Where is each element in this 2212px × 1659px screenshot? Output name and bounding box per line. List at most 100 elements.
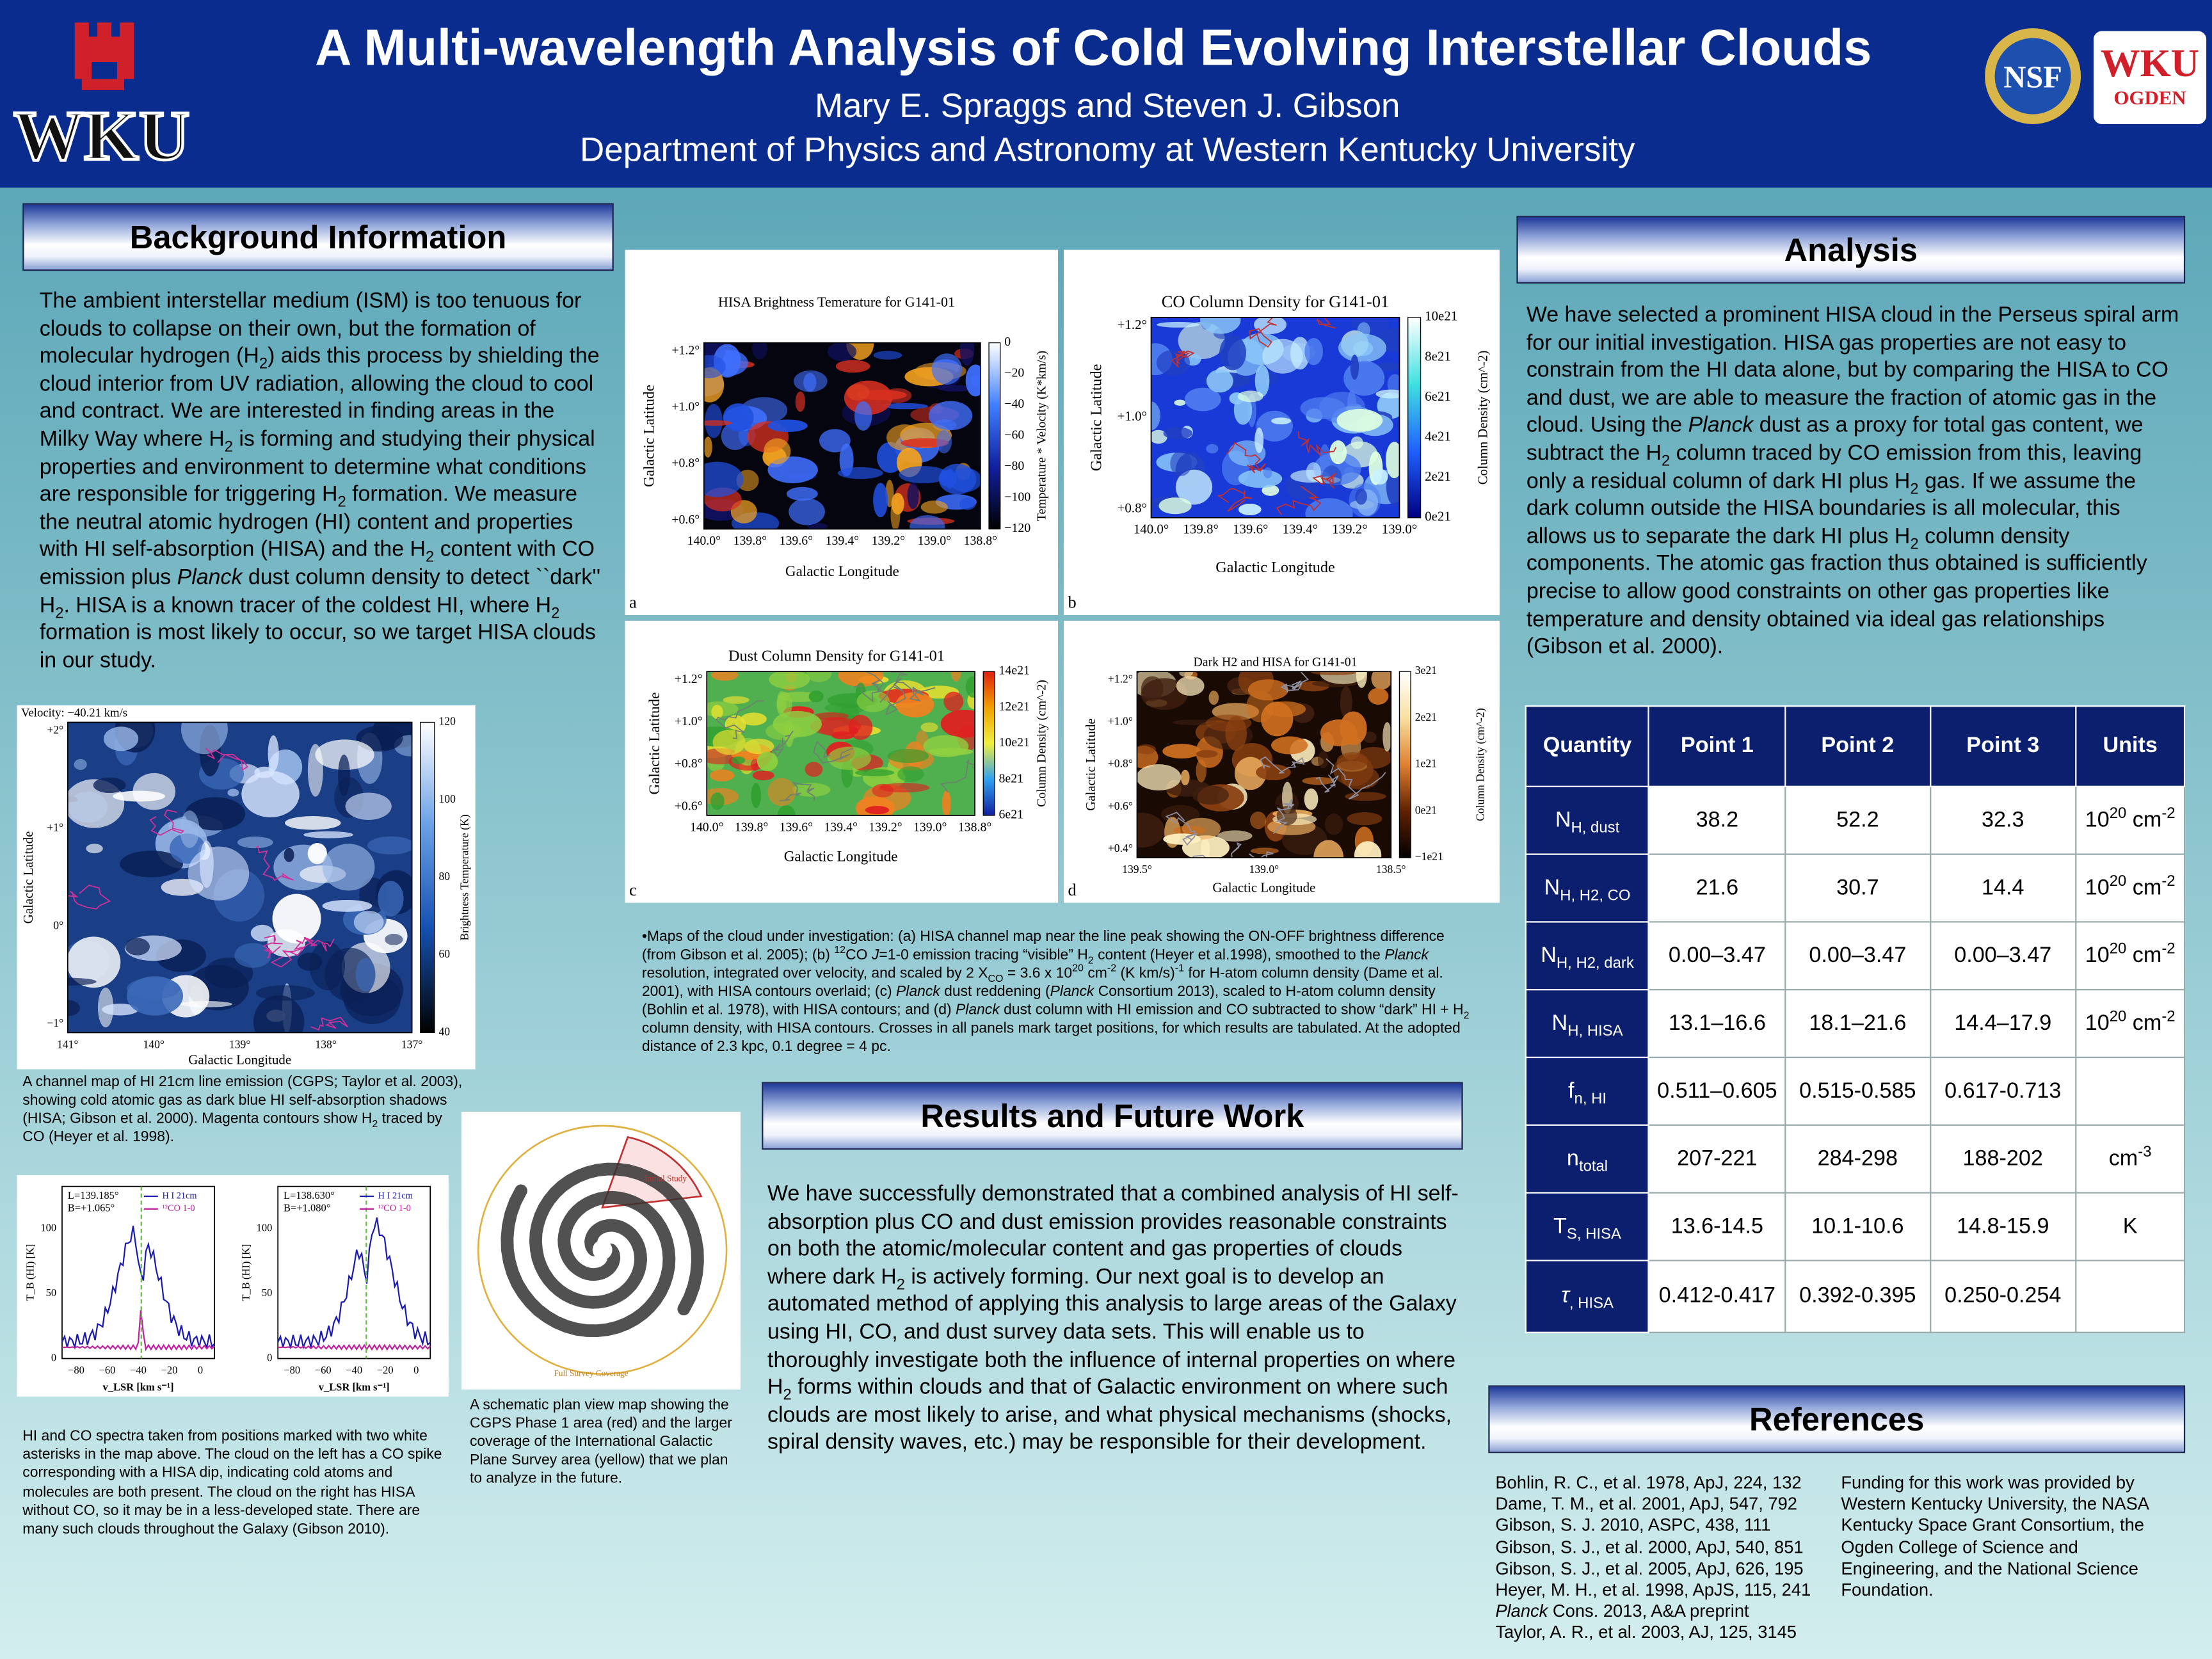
logo-ogden: WKU OGDEN [2093, 31, 2207, 124]
map-texture [199, 840, 214, 888]
region-label: Initial Study [645, 1174, 687, 1183]
panel-letter: d [1068, 880, 1077, 899]
legend-label: ¹²CO 1-0 [162, 1203, 195, 1214]
colorbar-tick-label: 6e21 [1425, 389, 1451, 404]
map-texture [1375, 389, 1400, 399]
map-texture [1156, 349, 1190, 376]
colorbar-tick-label: 60 [438, 947, 450, 960]
contour [205, 748, 248, 771]
y-tick-label: +1.0° [1108, 715, 1133, 728]
map-texture [1238, 469, 1283, 488]
y-tick-label: 0 [51, 1351, 56, 1363]
map-texture [1158, 497, 1192, 515]
map-texture [74, 758, 87, 771]
value-cell: 0.511–0.605 [1648, 1056, 1786, 1126]
value-cell: 0.250-0.254 [1929, 1260, 2077, 1333]
colorbar-tick-label: 0e21 [1415, 803, 1437, 816]
contour [779, 781, 815, 802]
value-cell: 18.1–21.6 [1784, 989, 1931, 1059]
x-tick-label: 139.0° [918, 534, 952, 548]
map-panel: CO Column Density for G141-01 140.0° 139.8… [1063, 250, 1500, 615]
y-tick-label: +1.0° [671, 400, 700, 414]
map-texture [1174, 399, 1186, 406]
map-texture [1173, 826, 1206, 835]
spiral-arm [501, 1184, 676, 1338]
y-tick-label: +0.8° [671, 456, 700, 470]
value-cell: 13.6-14.5 [1648, 1192, 1786, 1262]
funding-text: Funding for this work was provided by We… [1841, 1473, 2149, 1600]
map-texture [102, 1004, 139, 1016]
map-frame [706, 671, 975, 816]
map-texture [824, 702, 867, 714]
table-row: NH, dust 38.2 52.2 32.3 1020 cm-2 [1525, 785, 2186, 855]
map-frame [1150, 317, 1400, 518]
y-tick-label: +1.0° [675, 714, 703, 728]
map-texture [881, 403, 928, 410]
colorbar-tick-label: 6e21 [999, 808, 1024, 822]
logo-icon [81, 79, 124, 91]
map-texture [1372, 469, 1388, 485]
section-heading: Background Information [22, 203, 614, 271]
map-texture [965, 676, 975, 698]
map-texture [873, 351, 902, 360]
table-row: fn, HI 0.511–0.605 0.515-0.585 0.617-0.713 [1525, 1056, 2186, 1126]
value-cell [2075, 1260, 2186, 1333]
map-texture [1304, 338, 1323, 365]
header-cell: Point 1 [1648, 705, 1786, 787]
map-texture [767, 419, 808, 432]
x-tick-label: 138° [315, 1038, 337, 1050]
y-tick-label: +0.6° [671, 513, 700, 527]
position-label: L=139.185° [68, 1189, 119, 1201]
region-label: Full Survey Coverage [554, 1368, 629, 1378]
colorbar-tick-label: 100 [438, 792, 456, 805]
map-texture [1305, 498, 1353, 518]
map-image [703, 342, 981, 529]
map-texture [837, 467, 883, 479]
contour [1171, 350, 1195, 369]
quantity-cell: ntotal [1525, 1124, 1650, 1194]
position-label: B=+1.065° [68, 1202, 115, 1214]
value-cell: 21.6 [1648, 853, 1786, 923]
map-texture [253, 995, 305, 1033]
contour [1276, 485, 1322, 515]
value-cell: 1020 cm-2 [2075, 785, 2186, 855]
map-texture [1237, 390, 1263, 403]
map-texture [1163, 427, 1192, 440]
map-texture [1262, 485, 1279, 496]
quantity-cell: fn, HI [1525, 1056, 1650, 1126]
colorbar-tick-label: −100 [1004, 490, 1030, 504]
header-cell: Units [2075, 705, 2186, 787]
map-texture [752, 770, 774, 781]
logo-text: NSF [2003, 61, 2062, 95]
map-frame [67, 721, 413, 1034]
map-texture [1238, 503, 1262, 516]
map-texture [204, 958, 253, 989]
map-texture [268, 735, 279, 772]
map-texture [709, 769, 735, 781]
map-texture [180, 810, 200, 848]
x-tick-label: 139.5° [1122, 863, 1152, 876]
map-texture [254, 766, 275, 778]
map-texture [723, 696, 749, 704]
contour [1165, 812, 1198, 846]
y-tick-label: 100 [40, 1222, 56, 1234]
map-texture [928, 401, 973, 431]
contour [1280, 671, 1310, 693]
colorbar-tick-label: −120 [1004, 521, 1030, 535]
x-tick-label: 140° [143, 1038, 164, 1050]
colorbar [1407, 317, 1422, 518]
spectra-figure: L=139.185°B=+1.065° H I 21cm ¹²CO 1-0 100 50… [17, 1175, 449, 1397]
contour [1316, 317, 1336, 329]
caption: A channel map of HI 21cm line emission (… [22, 1075, 463, 1146]
reference: Planck Cons. 2013, A&A preprint [1495, 1601, 1749, 1621]
map-texture [237, 836, 273, 849]
contour [1185, 842, 1242, 858]
x-tick-label: 0 [198, 1364, 203, 1376]
map-title: Velocity: −40.21 km/s [21, 707, 127, 720]
y-tick-label: +0.4° [1108, 842, 1133, 854]
map-texture [1256, 764, 1291, 781]
map-texture [1347, 812, 1382, 826]
reference: Bohlin, R. C., et al. 1978, ApJ, 224, 13… [1495, 1473, 1802, 1493]
map-texture [855, 769, 895, 776]
logo-text: WKU [13, 97, 189, 175]
